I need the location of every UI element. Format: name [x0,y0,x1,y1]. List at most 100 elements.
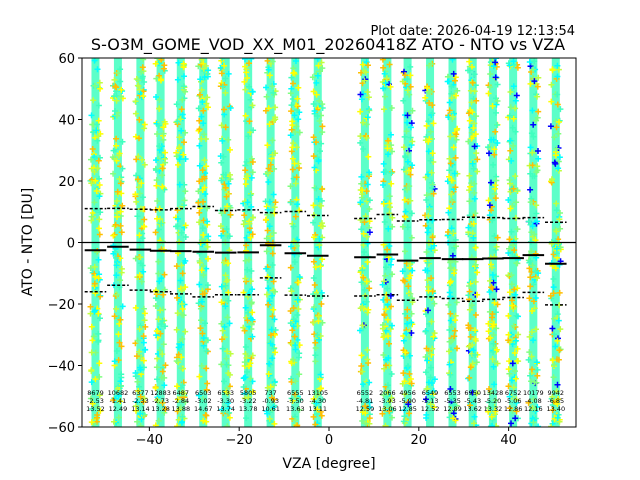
scatter-point [529,162,536,169]
scatter-point [452,74,459,81]
scatter-point [297,396,303,403]
scatter-point [156,205,163,212]
scatter-point [507,205,514,212]
scatter-point [113,272,120,279]
scatter-point [112,221,119,228]
scatter-point [486,386,492,392]
scatter-point [489,422,496,427]
scatter-point [512,128,519,135]
scatter-point [445,301,452,308]
scatter-point [424,259,431,266]
scatter-point [113,84,120,91]
scatter-point [218,70,225,77]
bin-label-std: 13.28 [151,405,170,413]
scatter-point [422,94,429,101]
scatter-point [364,114,371,121]
scatter-point [389,271,396,278]
scatter-point [159,183,166,190]
scatter-point [310,413,317,420]
scatter-point [310,134,317,141]
scatter-point [494,81,501,88]
scatter-point [242,58,248,62]
scatter-point [379,410,386,417]
scatter-point [447,293,454,300]
scatter-point [136,232,143,239]
scatter-point [382,93,388,100]
scatter-point [249,169,256,176]
scatter-point [554,414,561,421]
scatter-point [263,216,270,223]
scatter-point [91,82,98,89]
scatter-point [159,238,166,245]
scatter-point [384,246,391,253]
scatter-point [174,215,181,222]
scatter-point [488,264,495,271]
scatter-point [449,252,456,259]
scatter-point [400,370,407,377]
bin-label-mean: -2.84 [172,397,189,405]
scatter-point [528,353,535,360]
scatter-point [402,214,409,221]
scatter-point [242,112,249,119]
scatter-point [485,144,491,151]
scatter-point [489,103,496,109]
scatter-point [531,173,538,180]
scatter-point [389,214,396,221]
scatter-point [291,69,297,76]
scatter-point [447,371,454,378]
scatter-point [529,262,536,269]
scatter-point [181,139,187,146]
scatter-point [219,137,226,144]
scatter-point [487,71,494,77]
scatter-point [90,333,97,340]
y-tick-label: −60 [48,421,75,436]
scatter-point [92,58,99,63]
scatter-point [402,248,408,255]
scatter-point [159,368,166,375]
scatter-point [553,124,560,131]
scatter-point [221,106,227,113]
scatter-point [318,385,324,392]
scatter-point [490,63,497,70]
scatter-point [400,418,407,425]
scatter-point [269,262,276,268]
scatter-point [268,332,274,339]
scatter-point [508,228,515,235]
scatter-point [88,323,95,330]
scatter-point [114,188,121,195]
scatter-point [115,357,122,364]
scatter-point [409,107,416,114]
scatter-point [249,286,256,293]
scatter-point [408,210,415,217]
scatter-point [528,130,535,137]
scatter-point [316,336,322,343]
scatter-point [196,162,203,169]
scatter-point [226,414,233,421]
scatter-point [470,133,477,140]
scatter-point [427,128,434,135]
bin-label-std: 13.11 [308,405,327,413]
scatter-point [113,198,120,204]
scatter-point [447,259,454,266]
scatter-point [509,124,516,131]
scatter-point [202,62,209,69]
scatter-point [470,220,477,227]
scatter-point [312,358,319,365]
scatter-point [241,359,248,366]
scatter-point [111,313,118,320]
scatter-point [223,193,230,200]
scatter-point [531,379,538,385]
bin-stat-labels: 8679-2.5313.5210682-1.4112.496377-2.3313… [86,389,565,413]
y-tick-label: −20 [48,298,75,313]
scatter-point [533,359,540,366]
scatter-point [91,199,98,206]
scatter-point [287,132,294,139]
bin-label-n: 9942 [548,389,565,397]
scatter-point [313,139,319,146]
bin-label-mean: -5.20 [485,397,502,405]
scatter-point [425,225,432,232]
scatter-point [153,157,159,164]
scatter-point [296,371,303,378]
scatter-point [513,396,520,403]
